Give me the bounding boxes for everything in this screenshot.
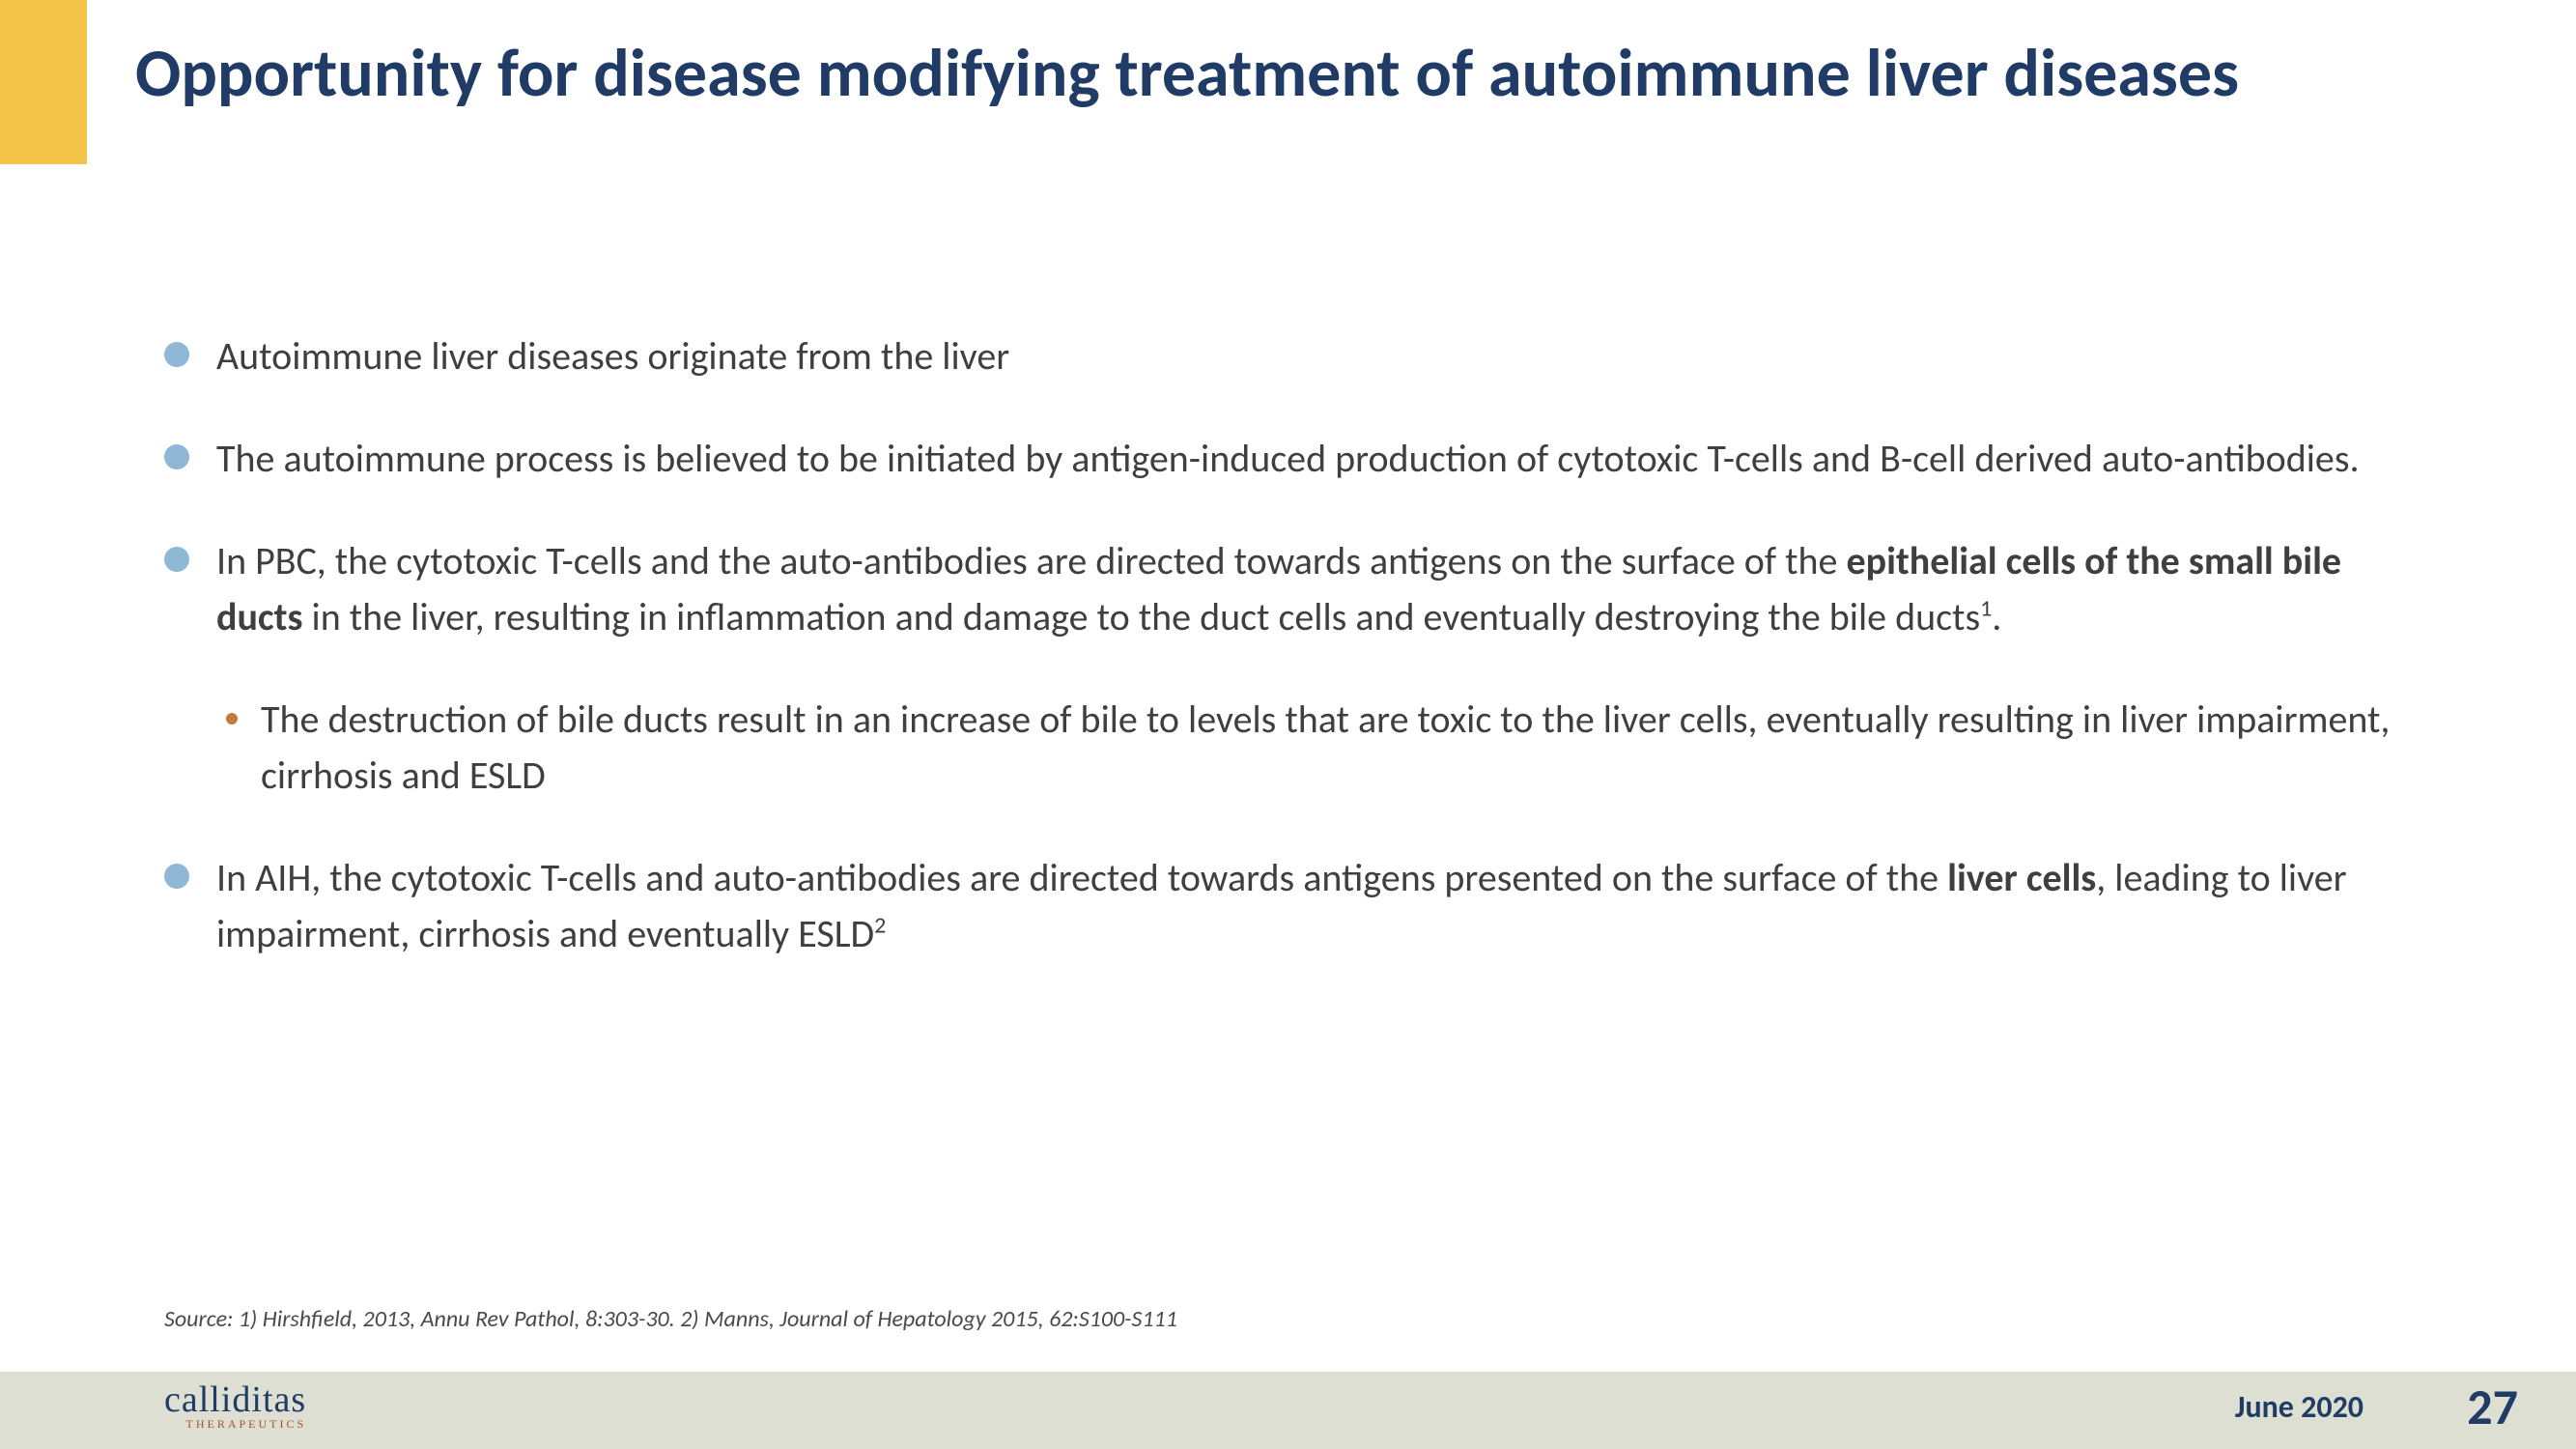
bullet-icon [164,864,189,889]
accent-bar [0,0,87,164]
bullet-item: Autoimmune liver diseases originate from… [164,328,2421,384]
bullet-text-bold: liver cells [1947,854,2096,901]
bullet-text: Autoimmune liver diseases originate from… [216,328,2421,384]
slide-footer: calliditas THERAPEUTICS June 2020 27 [0,1372,2576,1449]
bullet-icon [164,547,189,572]
bullet-text: In PBC, the cytotoxic T-cells and the au… [216,533,2421,645]
logo-subtext: THERAPEUTICS [164,1417,306,1432]
sub-bullet-item: The destruction of bile ducts result in … [226,692,2421,804]
bullet-item: In PBC, the cytotoxic T-cells and the au… [164,533,2421,645]
logo-text: calliditas [164,1379,306,1420]
sub-bullet-text: The destruction of bile ducts result in … [261,692,2421,804]
bullet-text-tail: . [1992,593,2001,640]
bullet-text-pre: In PBC, the cytotoxic T-cells and the au… [216,537,1846,584]
slide-title: Opportunity for disease modifying treatm… [135,29,2460,117]
bullet-item: In AIH, the cytotoxic T-cells and auto-a… [164,850,2421,962]
sub-bullet-icon [226,713,238,724]
slide-body: Autoimmune liver diseases originate from… [164,328,2421,1009]
superscript: 2 [874,912,886,940]
bullet-text: The autoimmune process is believed to be… [216,431,2421,487]
bullet-text-post: in the liver, resulting in inflammation … [303,593,1981,640]
bullet-icon [164,444,189,469]
source-citation: Source: 1) Hirshfield, 2013, Annu Rev Pa… [164,1305,1177,1333]
bullet-text: In AIH, the cytotoxic T-cells and auto-a… [216,850,2421,962]
company-logo: calliditas THERAPEUTICS [164,1378,306,1432]
superscript: 1 [1980,595,1992,623]
bullet-text-pre: In AIH, the cytotoxic T-cells and auto-a… [216,854,1947,901]
footer-date: June 2020 [2235,1388,2364,1426]
bullet-icon [164,342,189,367]
page-number: 27 [2467,1376,2518,1437]
bullet-item: The autoimmune process is believed to be… [164,431,2421,487]
